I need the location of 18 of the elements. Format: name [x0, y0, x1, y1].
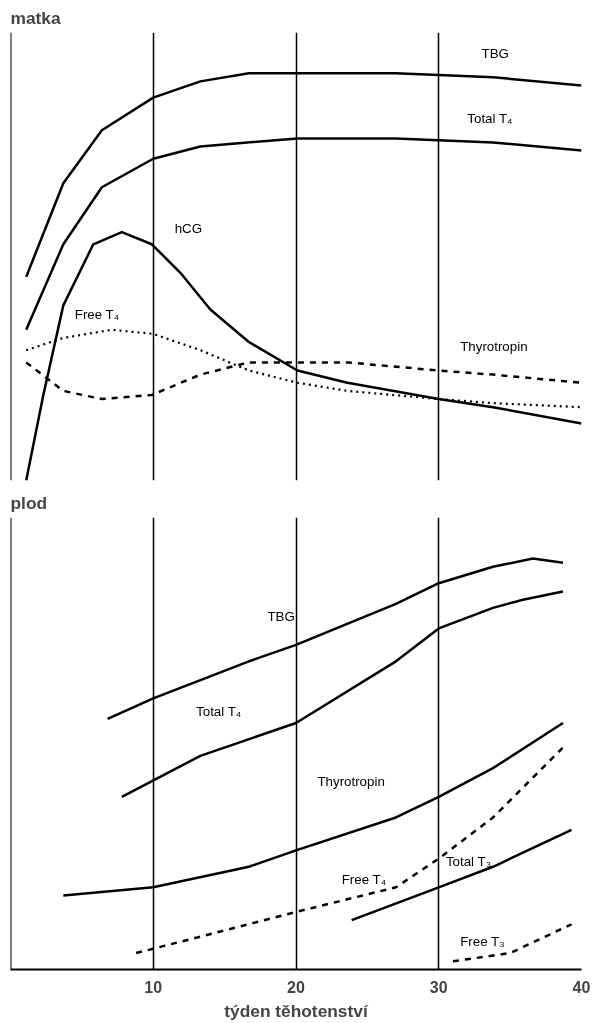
series-label: TBG [267, 609, 295, 625]
text: Thyrotropin [317, 773, 385, 789]
series-label: Total T₃ [445, 853, 492, 869]
x-axis-title: týden těhotenství [224, 1000, 369, 1021]
x-tick-label: 20 [287, 978, 305, 996]
series-label: hCG [174, 221, 203, 237]
series-label: Free T₃ [460, 933, 505, 949]
series-label: Total T₄ [467, 111, 513, 127]
chart-title: matka [10, 7, 61, 28]
chart-title: plod [10, 492, 48, 513]
x-tick-label: 30 [429, 978, 448, 996]
series-label: Total T₄ [196, 703, 242, 719]
series-label: Free T₄ [341, 872, 387, 888]
series-label: TBG [481, 46, 509, 62]
x-tick-label: 40 [572, 978, 591, 996]
series-label: Free T₄ [74, 306, 120, 322]
series-label: Thyrotropin [460, 339, 528, 355]
x-tick-label: 10 [144, 978, 163, 996]
